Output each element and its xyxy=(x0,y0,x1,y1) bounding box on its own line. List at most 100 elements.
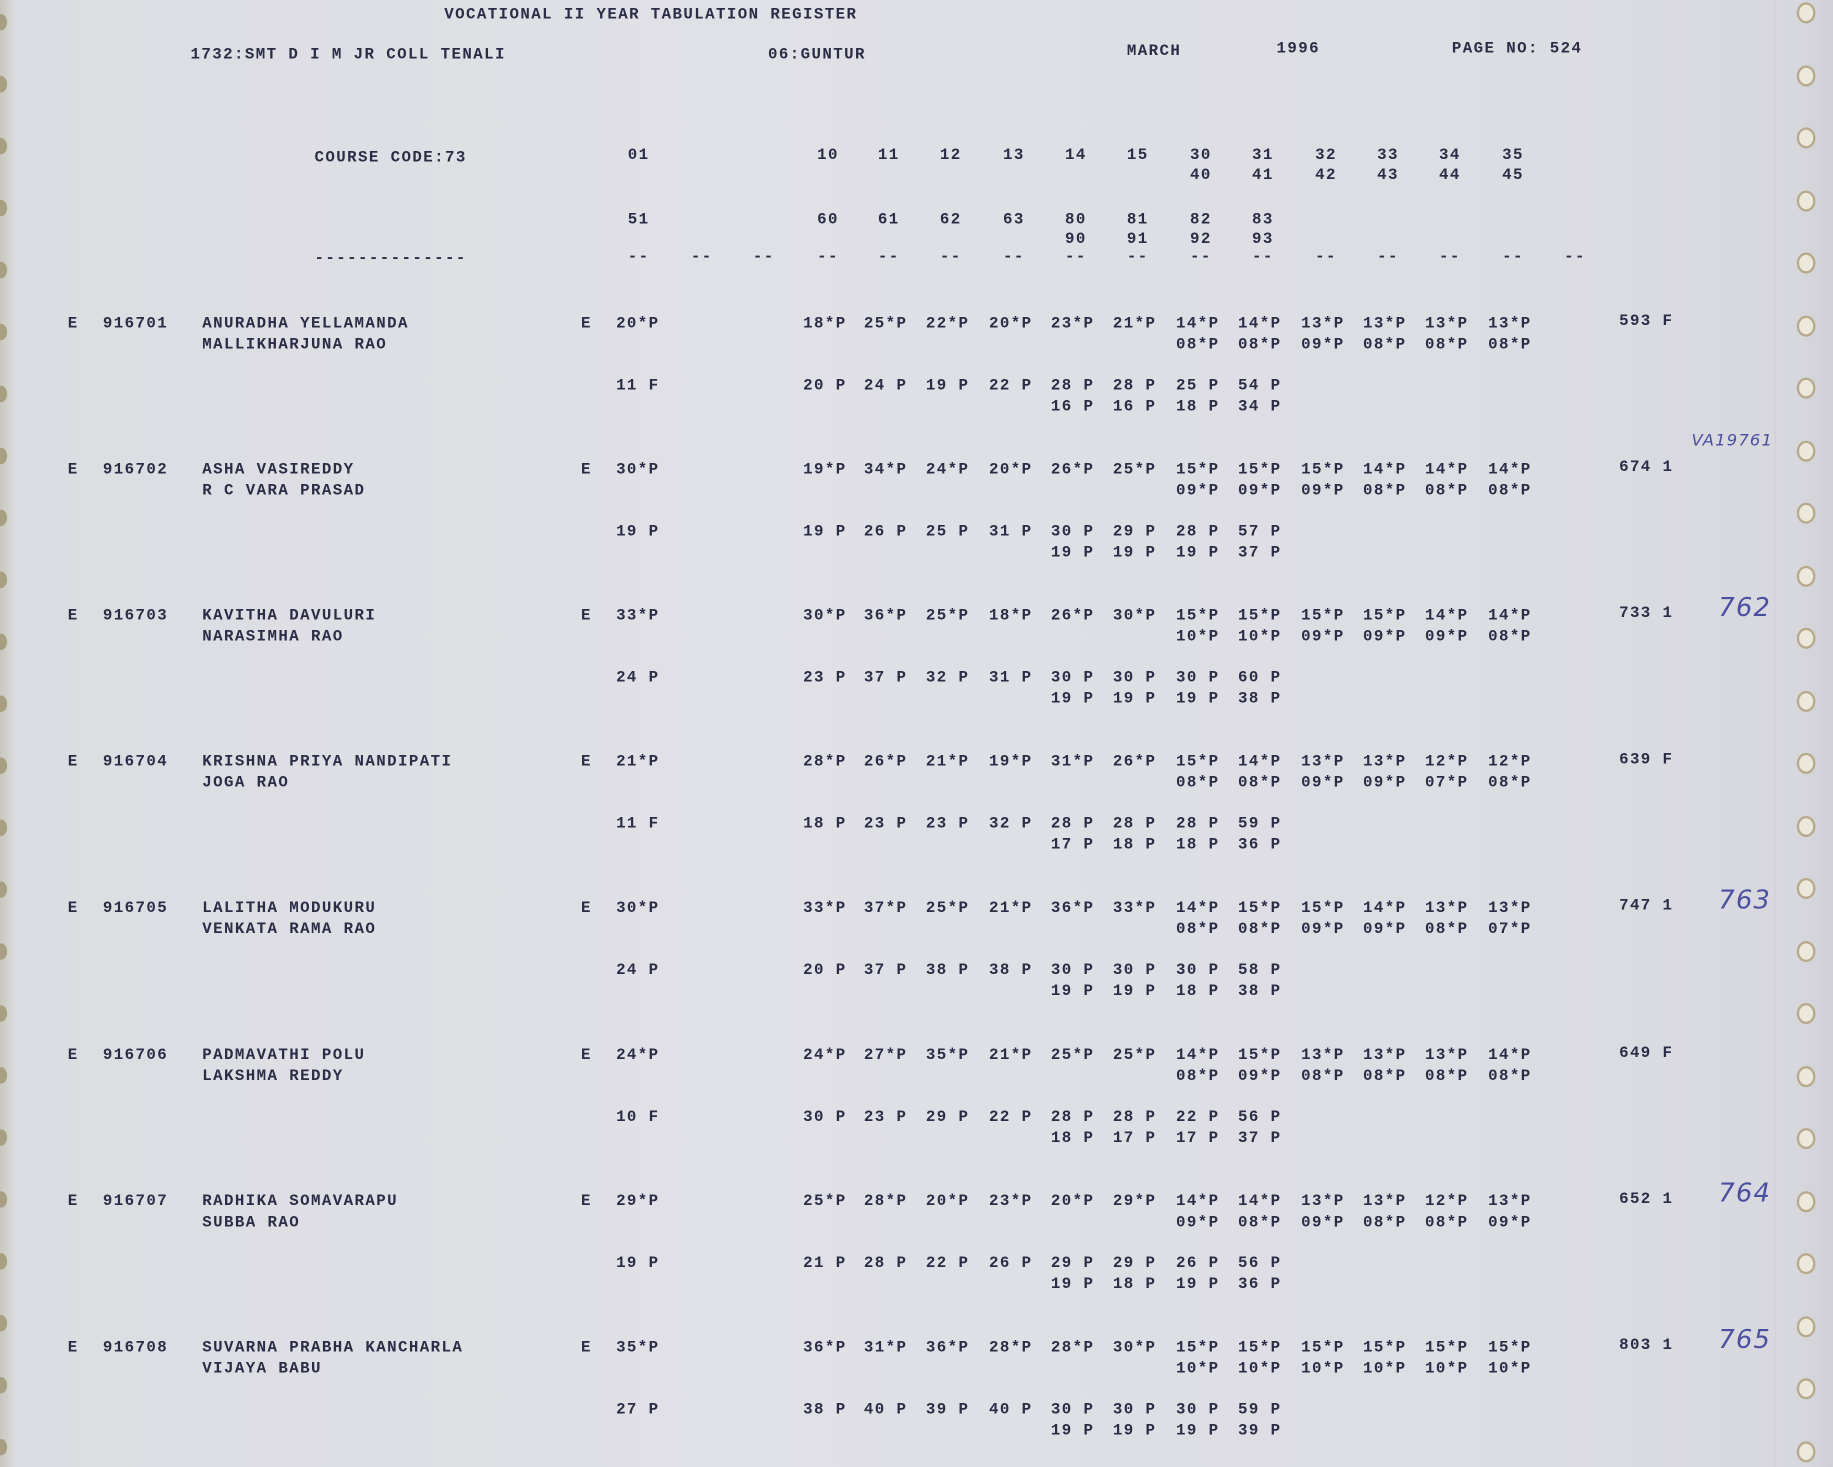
column-header: 13 xyxy=(1003,147,1025,165)
column-header: 81 xyxy=(1126,211,1149,230)
subject-submark: 18 P xyxy=(1112,1276,1157,1294)
subject-mark: 38 P xyxy=(803,1401,847,1419)
part1-marks: 35*P xyxy=(616,1339,660,1357)
subject-mark: 15*P xyxy=(1237,1339,1282,1357)
total-result: 674 1 xyxy=(1619,459,1674,478)
parent-name: MALLIKHARJUNA RAO xyxy=(202,336,388,355)
subject-mark: 33*P xyxy=(1112,900,1157,919)
subject-submark: 09*P xyxy=(1301,775,1345,793)
binding-hole xyxy=(0,1439,8,1456)
column-subheader: 44 xyxy=(1439,167,1461,185)
subject-mark: 37 P xyxy=(863,962,908,981)
tractor-feed-hole xyxy=(1796,877,1816,899)
column-header: 30 xyxy=(1190,147,1212,165)
subject-mark: 36*P xyxy=(925,1339,970,1357)
subject-mark: 23 P xyxy=(803,670,847,688)
subject-mark: 22*P xyxy=(925,315,970,334)
subject-mark: 13*P xyxy=(1301,315,1345,334)
subject-mark: 31*P xyxy=(1050,754,1095,772)
subject-submark: 08*P xyxy=(1425,482,1469,501)
column-rule: -- xyxy=(1064,248,1087,267)
subject-mark: 59 P xyxy=(1237,816,1282,834)
total-result: 652 1 xyxy=(1619,1190,1674,1209)
column-subheader: 41 xyxy=(1251,167,1274,185)
subject-mark: 23*P xyxy=(1050,315,1095,334)
subject-submark: 08*P xyxy=(1488,629,1532,647)
subject-mark: 26 P xyxy=(1176,1255,1220,1273)
column-header: 33 xyxy=(1377,147,1399,165)
subject-submark: 17 P xyxy=(1112,1129,1157,1148)
subject-mark: 33*P xyxy=(803,900,847,919)
subject-submark: 08*P xyxy=(1425,336,1469,355)
tractor-feed-hole xyxy=(1796,690,1816,712)
subject-mark: 56 P xyxy=(1237,1255,1282,1273)
column-header: 80 xyxy=(1064,211,1087,230)
subject-mark: 30 P xyxy=(1112,1401,1157,1419)
column-subheader: 91 xyxy=(1126,231,1149,249)
handwritten-note: 764 xyxy=(1718,1179,1772,1209)
subject-mark: 13*P xyxy=(1363,1046,1407,1065)
subject-submark: 09*P xyxy=(1425,629,1469,647)
subject-mark: 26*P xyxy=(1050,608,1095,626)
student-name: PADMAVATHI POLU xyxy=(202,1046,366,1065)
subject-mark: 23 P xyxy=(863,816,908,834)
subject-mark: 38 P xyxy=(988,962,1033,981)
binding-hole xyxy=(0,819,8,836)
binding-hole xyxy=(0,1315,8,1332)
parent-name: LAKSHMA REDDY xyxy=(202,1067,344,1086)
subject-mark: 59 P xyxy=(1237,1401,1282,1419)
column-rule: -- xyxy=(1502,248,1524,267)
medium: E xyxy=(580,1193,592,1211)
subject-mark: 14*P xyxy=(1176,1046,1220,1065)
subject-mark: 26 P xyxy=(988,1255,1033,1273)
part2-marks: 11 F xyxy=(616,816,660,834)
subject-mark: 15*P xyxy=(1176,1339,1220,1357)
subject-mark: 14*P xyxy=(1176,315,1220,334)
medium: E xyxy=(580,608,592,626)
hall-ticket-number: 916703 xyxy=(102,608,169,626)
hall-ticket-number: 916706 xyxy=(102,1046,169,1065)
subject-submark: 09*P xyxy=(1237,482,1282,501)
subject-mark: 25*P xyxy=(1112,461,1157,480)
hall-ticket-number: 916701 xyxy=(102,315,169,334)
subject-mark: 18*P xyxy=(803,315,847,334)
tractor-feed-hole xyxy=(1796,1315,1816,1337)
hall-ticket-number: 916704 xyxy=(102,754,169,772)
subject-mark: 23 P xyxy=(925,816,970,834)
subject-mark: 14*P xyxy=(1425,461,1469,480)
part1-marks: 33*P xyxy=(616,608,660,626)
subject-submark: 08*P xyxy=(1176,775,1220,793)
medium: E xyxy=(580,900,592,919)
tractor-feed-hole xyxy=(1796,440,1816,462)
subject-mark: 19 P xyxy=(925,377,970,396)
subject-mark: 28 P xyxy=(1050,1108,1095,1127)
subject-submark: 39 P xyxy=(1237,1422,1282,1440)
subject-mark: 31*P xyxy=(863,1339,908,1357)
subject-mark: 30 P xyxy=(1176,962,1220,981)
subject-submark: 09*P xyxy=(1301,629,1345,647)
binding-hole xyxy=(0,695,8,712)
subject-mark: 30 P xyxy=(1050,670,1095,688)
subject-submark: 08*P xyxy=(1488,775,1532,793)
subject-submark: 08*P xyxy=(1488,1067,1532,1086)
subject-mark: 18*P xyxy=(988,608,1033,626)
subject-mark: 13*P xyxy=(1363,754,1407,772)
subject-submark: 08*P xyxy=(1176,1067,1220,1086)
student-prefix: E xyxy=(67,1193,79,1211)
column-subheader: 45 xyxy=(1502,167,1524,185)
course-code: COURSE CODE:73 xyxy=(314,149,467,168)
subject-mark: 23*P xyxy=(988,1193,1033,1211)
binding-hole xyxy=(0,633,8,650)
subject-submark: 08*P xyxy=(1363,1214,1407,1232)
subject-mark: 13*P xyxy=(1425,1046,1469,1065)
subject-mark: 29 P xyxy=(1050,1255,1095,1273)
subject-mark: 23 P xyxy=(863,1108,908,1127)
subject-mark: 30*P xyxy=(1112,608,1157,626)
subject-submark: 09*P xyxy=(1363,775,1407,793)
column-header: 61 xyxy=(877,211,900,230)
part1-marks: 30*P xyxy=(616,900,660,919)
subject-submark: 09*P xyxy=(1301,336,1345,355)
subject-mark: 14*P xyxy=(1363,900,1407,919)
subject-submark: 17 P xyxy=(1176,1129,1220,1148)
